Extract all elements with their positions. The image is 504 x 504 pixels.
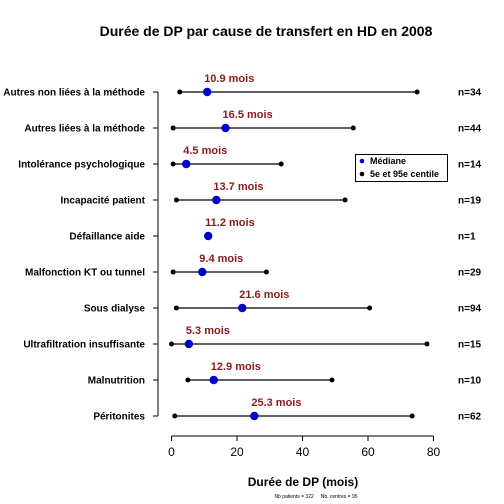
p95-point (367, 305, 373, 311)
median-point (212, 195, 221, 205)
median-point (238, 303, 247, 313)
p95-point (278, 161, 284, 167)
median-value-label: 10.9 mois (204, 73, 254, 85)
median-point (198, 267, 207, 277)
median-value-label: 9.4 mois (199, 253, 243, 265)
p5-point (172, 413, 178, 419)
row: Incapacité patient 13.7 mois n=19 (61, 181, 482, 207)
row: Intolérance psychologique 4.5 mois n=14 (18, 145, 481, 171)
median-point (202, 87, 212, 97)
median-point (203, 231, 213, 241)
category-label: Incapacité patient (61, 196, 146, 207)
p5-point (170, 269, 176, 275)
legend-box (355, 154, 448, 182)
p95-point (350, 125, 356, 131)
legend-label: Médiane (370, 156, 406, 166)
median-value-label: 12.9 mois (211, 361, 261, 373)
p5-point (169, 341, 174, 347)
p5-point (170, 125, 176, 131)
x-axis: 0 20 40 60 80 (168, 435, 441, 459)
x-tick-label: 0 (168, 445, 175, 459)
p95-point (263, 269, 269, 275)
category-label: Péritonites (93, 412, 145, 423)
row: Autres liées à la méthode 16.5 mois n=44 (24, 109, 481, 135)
row: Malfonction KT ou tunnel 9.4 mois n=29 (25, 253, 481, 279)
legend-marker (359, 171, 365, 177)
median-point (184, 339, 194, 349)
category-label: Défaillance aide (69, 232, 145, 243)
p5-point (173, 305, 179, 311)
n-label: n=44 (458, 124, 482, 135)
legend-label: 5e et 95e centile (370, 169, 439, 179)
row: Péritonites 25.3 mois n=62 (93, 397, 481, 423)
p95-point (329, 377, 335, 383)
row: Autres non liées à la méthode 10.9 mois n=… (3, 73, 481, 99)
x-axis-label: Durée de DP (mois) (248, 475, 358, 489)
n-label: n=14 (458, 160, 482, 171)
footnote: Nb patients = 322 Nb. centres = 95 (274, 494, 357, 500)
x-tick-label: 20 (230, 445, 244, 459)
n-label: n=1 (458, 232, 476, 243)
category-label: Intolérance psychologique (18, 160, 145, 171)
chart-title: Durée de DP par cause de transfert en HD… (100, 23, 433, 39)
p5-point (173, 197, 179, 203)
median-value-label: 21.6 mois (239, 289, 289, 301)
category-label: Autres non liées à la méthode (3, 88, 145, 99)
x-tick-label: 80 (427, 445, 441, 459)
legend: Médiane 5e et 95e centile (355, 154, 448, 182)
n-label: n=29 (458, 268, 482, 279)
n-label: n=15 (458, 340, 482, 351)
legend-marker (359, 158, 365, 164)
median-value-label: 13.7 mois (213, 181, 263, 193)
category-label: Malnutrition (88, 376, 145, 387)
p5-point (170, 161, 176, 167)
p95-point (414, 89, 420, 95)
median-value-label: 4.5 mois (183, 145, 227, 157)
n-label: n=62 (458, 412, 482, 423)
x-tick-label: 40 (296, 445, 310, 459)
chart-rows: Autres non liées à la méthode 10.9 mois n=… (3, 73, 481, 423)
category-label: Sous dialyse (84, 304, 146, 315)
p5-point (177, 89, 183, 95)
category-label: Ultrafiltration insuffisante (23, 340, 145, 351)
median-value-label: 25.3 mois (251, 397, 301, 409)
p95-point (424, 341, 430, 347)
n-label: n=10 (458, 376, 482, 387)
p95-point (342, 197, 348, 203)
median-value-label: 11.2 mois (205, 217, 255, 229)
row: Malnutrition 12.9 mois n=10 (88, 361, 482, 387)
n-label: n=94 (458, 304, 482, 315)
row: Défaillance aide 11.2 mois n=1 (69, 217, 476, 243)
p5-point (185, 377, 191, 383)
median-point (221, 123, 230, 133)
row: Sous dialyse 21.6 mois n=94 (84, 289, 482, 315)
p95-point (409, 413, 415, 419)
median-point (250, 411, 259, 421)
row: Ultrafiltration insuffisante 5.3 mois n=15 (23, 325, 481, 351)
category-label: Malfonction KT ou tunnel (25, 268, 145, 279)
x-tick-label: 60 (361, 445, 375, 459)
n-label: n=19 (458, 196, 482, 207)
median-value-label: 16.5 mois (223, 109, 273, 121)
median-point (182, 159, 191, 169)
median-value-label: 5.3 mois (186, 325, 230, 337)
category-label: Autres liées à la méthode (24, 124, 145, 135)
n-label: n=34 (458, 88, 482, 99)
median-point (209, 375, 218, 385)
